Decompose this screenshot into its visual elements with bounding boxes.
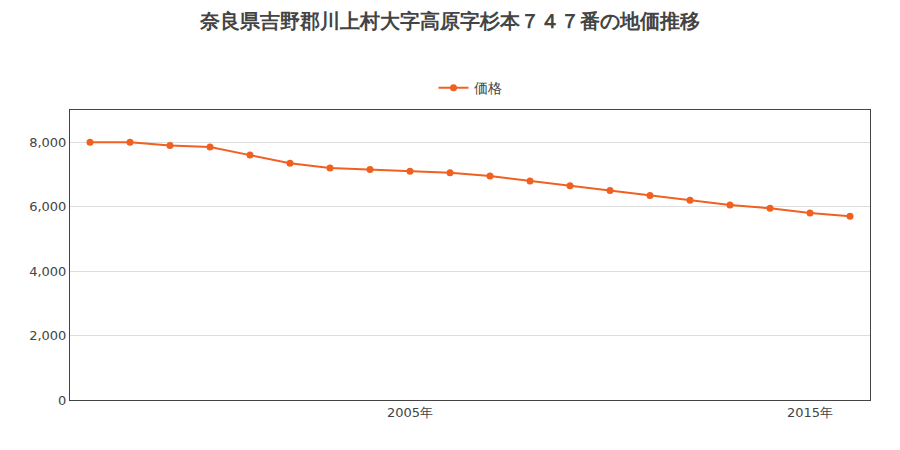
svg-text:0: 0 (58, 393, 66, 408)
svg-text:奈良県吉野郡川上村大字高原字杉本７４７番の地価推移: 奈良県吉野郡川上村大字高原字杉本７４７番の地価推移 (199, 9, 700, 33)
svg-text:4,000: 4,000 (29, 264, 66, 279)
svg-text:価格: 価格 (474, 80, 502, 96)
svg-text:6,000: 6,000 (29, 199, 66, 214)
svg-text:2005年: 2005年 (387, 405, 433, 420)
svg-text:2,000: 2,000 (29, 328, 66, 343)
svg-text:8,000: 8,000 (29, 135, 66, 150)
svg-text:2015年: 2015年 (787, 405, 833, 420)
